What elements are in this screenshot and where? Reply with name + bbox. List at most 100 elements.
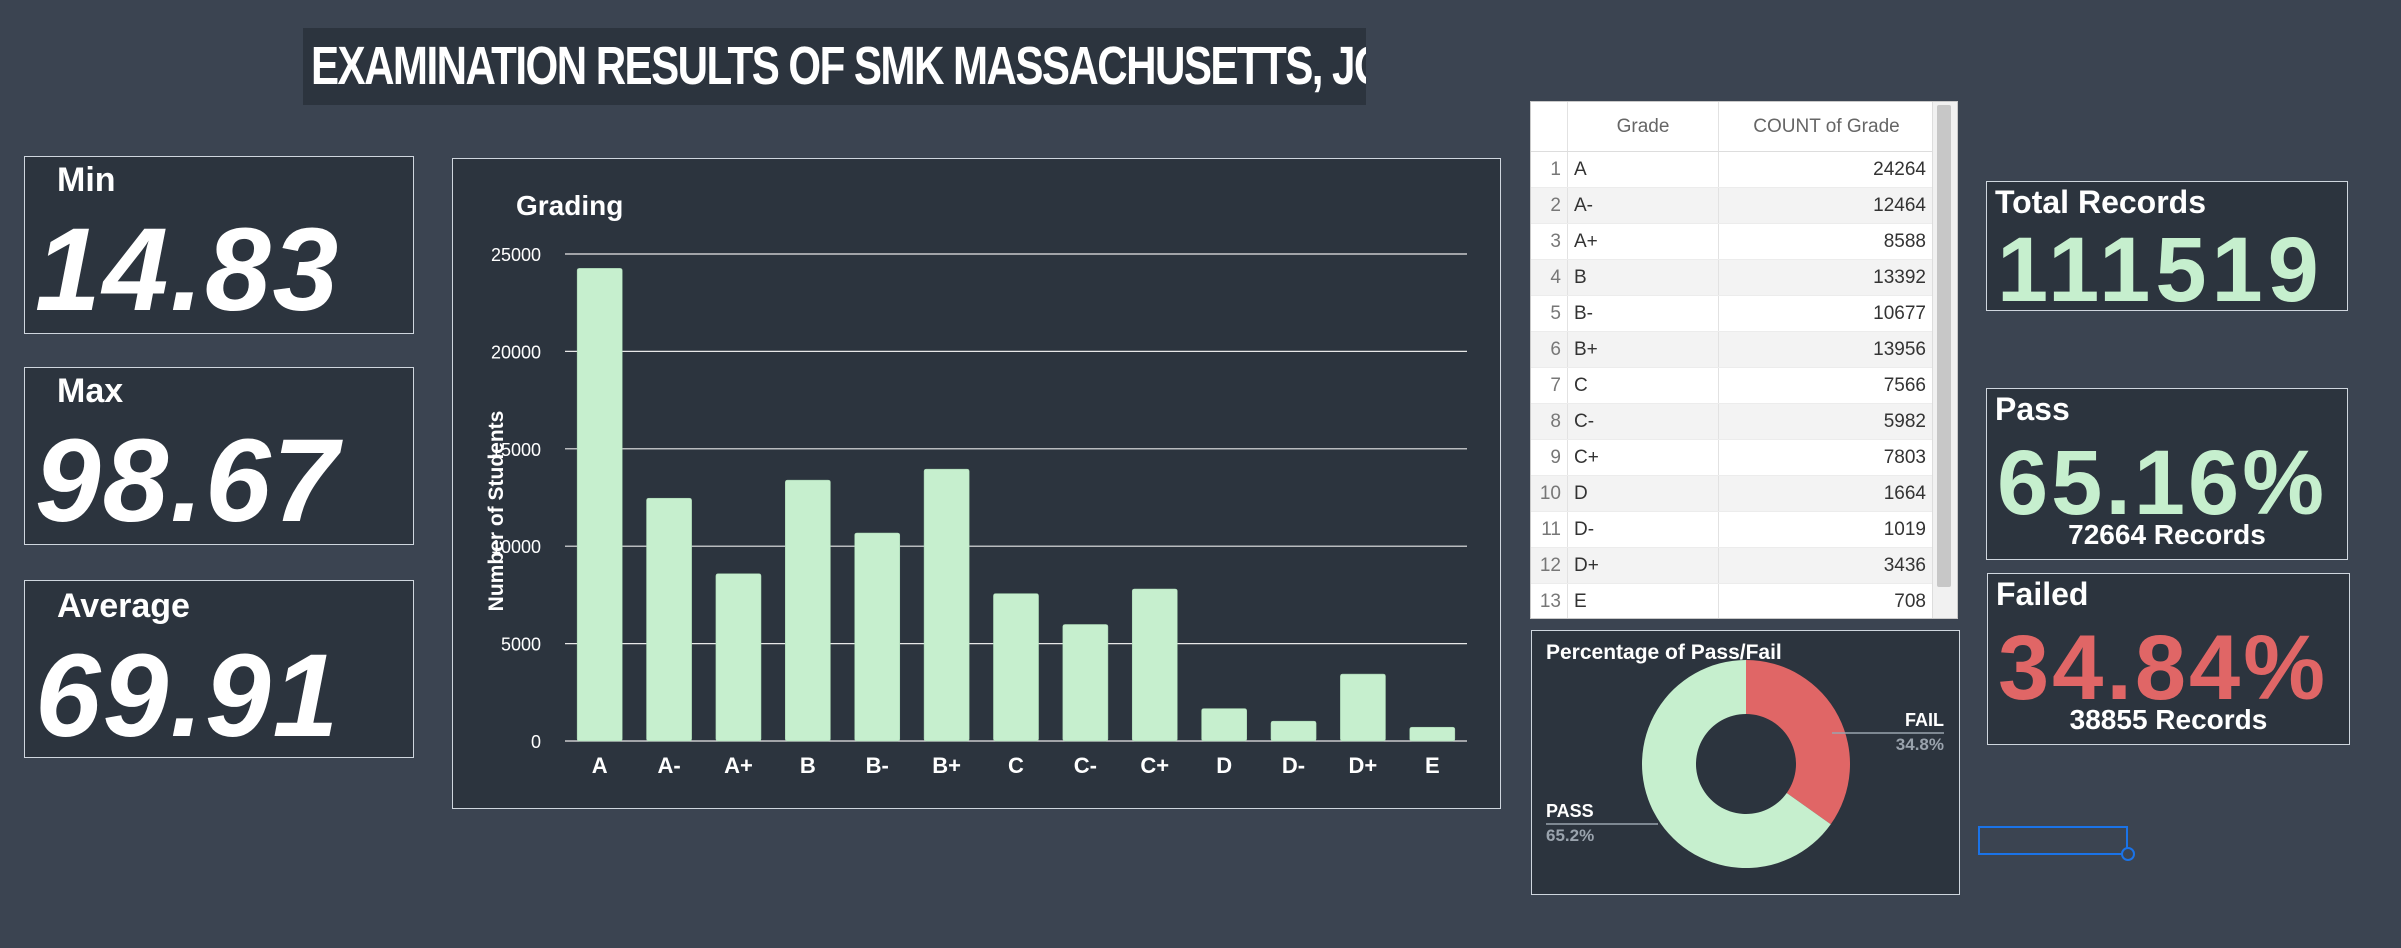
- grade-cell: D-: [1567, 511, 1719, 548]
- y-tick-label: 0: [531, 732, 541, 752]
- row-index: 12: [1531, 547, 1568, 584]
- bar-C[interactable]: [993, 593, 1039, 742]
- slice-fail[interactable]: [1746, 660, 1850, 825]
- count-cell: 708: [1718, 583, 1935, 618]
- grading-chart-panel[interactable]: Grading Number of Students 0 5000 10000 150…: [452, 158, 1501, 809]
- x-tick-label: A-: [657, 753, 680, 778]
- count-column-header[interactable]: COUNT of Grade: [1718, 102, 1935, 152]
- bar-E[interactable]: [1409, 726, 1456, 742]
- bar-C-[interactable]: [1062, 624, 1109, 742]
- count-cell: 1019: [1718, 511, 1935, 548]
- row-index: 3: [1531, 223, 1568, 260]
- bar-D-[interactable]: [1270, 720, 1317, 742]
- count-cell: 1664: [1718, 475, 1935, 512]
- row-index: 11: [1531, 511, 1568, 548]
- x-tick-label: C-: [1074, 753, 1097, 778]
- count-cell: 5982: [1718, 403, 1935, 440]
- grade-cell: C-: [1567, 403, 1719, 440]
- table-row[interactable]: 1 A 24264: [1531, 151, 1935, 188]
- y-tick-label: 15000: [491, 440, 541, 460]
- grading-bar-chart: Grading Number of Students 0 5000 10000 150…: [485, 190, 1467, 778]
- grade-cell: D: [1567, 475, 1719, 512]
- bar-B[interactable]: [785, 479, 831, 742]
- bar-D+[interactable]: [1340, 673, 1386, 742]
- fail-label: FAIL: [1905, 710, 1944, 730]
- grade-cell: C+: [1567, 439, 1719, 476]
- table-row[interactable]: 9 C+ 7803: [1531, 439, 1935, 476]
- grade-table: Grade COUNT of Grade 1 A 24264 2 A- 12464 3 A+ 8…: [1531, 102, 1935, 618]
- y-tick-label: 25000: [491, 245, 541, 265]
- table-row[interactable]: 10 D 1664: [1531, 475, 1935, 512]
- row-index: 4: [1531, 259, 1568, 296]
- table-row[interactable]: 7 C 7566: [1531, 367, 1935, 404]
- average-label: Average: [57, 587, 190, 625]
- selected-empty-element[interactable]: [1978, 826, 2128, 855]
- count-cell: 13956: [1718, 331, 1935, 368]
- table-row[interactable]: 6 B+ 13956: [1531, 331, 1935, 368]
- table-row[interactable]: 2 A- 12464: [1531, 187, 1935, 224]
- failed-card: Failed 34.84% 38855 Records: [1987, 573, 2350, 745]
- pass-label: PASS: [1546, 801, 1594, 821]
- donut-title: Percentage of Pass/Fail: [1546, 641, 1782, 664]
- x-tick-label: B+: [932, 753, 961, 778]
- count-cell: 7566: [1718, 367, 1935, 404]
- min-label: Min: [57, 161, 116, 199]
- bar-A-[interactable]: [646, 497, 692, 742]
- table-row[interactable]: 11 D- 1019: [1531, 511, 1935, 548]
- x-tick-label: C+: [1140, 753, 1169, 778]
- pass-fail-chart-panel[interactable]: Percentage of Pass/Fail FAIL 34.8% PASS 65.…: [1531, 630, 1960, 895]
- table-row[interactable]: 12 D+ 3436: [1531, 547, 1935, 584]
- row-index: 6: [1531, 331, 1568, 368]
- count-cell: 8588: [1718, 223, 1935, 260]
- row-index-header: [1531, 102, 1568, 152]
- row-index: 1: [1531, 151, 1568, 188]
- x-tick-label: D-: [1282, 753, 1305, 778]
- count-cell: 13392: [1718, 259, 1935, 296]
- total-records-value: 111519: [1997, 219, 2324, 321]
- slice-pass[interactable]: [1642, 660, 1831, 868]
- min-card: Min 14.83: [24, 156, 414, 334]
- table-row[interactable]: 3 A+ 8588: [1531, 223, 1935, 260]
- row-index: 7: [1531, 367, 1568, 404]
- x-tick-label: C: [1008, 753, 1024, 778]
- pass-card: Pass 65.16% 72664 Records: [1986, 388, 2348, 560]
- bar-B+[interactable]: [923, 468, 970, 742]
- fail-pct-label: 34.8%: [1896, 735, 1944, 754]
- bar-A[interactable]: [576, 268, 623, 742]
- table-scrollbar-thumb[interactable]: [1937, 105, 1951, 587]
- max-card: Max 98.67: [24, 367, 414, 545]
- grade-cell: B: [1567, 259, 1719, 296]
- resize-handle[interactable]: [2121, 847, 2135, 861]
- bar-C+[interactable]: [1131, 588, 1178, 742]
- table-row[interactable]: 4 B 13392: [1531, 259, 1935, 296]
- grade-cell: E: [1567, 583, 1719, 618]
- row-index: 2: [1531, 187, 1568, 224]
- grade-cell: A-: [1567, 187, 1719, 224]
- bar-A+[interactable]: [715, 573, 762, 742]
- row-index: 5: [1531, 295, 1568, 332]
- total-records-label: Total Records: [1995, 184, 2206, 220]
- bar-B-[interactable]: [854, 532, 901, 742]
- x-tick-label: B-: [866, 753, 889, 778]
- count-cell: 12464: [1718, 187, 1935, 224]
- x-tick-label: D+: [1349, 753, 1378, 778]
- y-tick-label: 10000: [491, 537, 541, 557]
- failed-records: 38855 Records: [2069, 704, 2268, 735]
- table-header-row: Grade COUNT of Grade: [1531, 102, 1935, 152]
- pass-pct-label: 65.2%: [1546, 826, 1594, 845]
- bar-D[interactable]: [1201, 708, 1247, 742]
- pass-value: 65.16%: [1997, 432, 2328, 534]
- y-tick-label: 5000: [501, 635, 541, 655]
- y-tick-label: 20000: [491, 342, 541, 362]
- min-value: 14.83: [35, 204, 341, 336]
- row-index: 10: [1531, 475, 1568, 512]
- table-row[interactable]: 8 C- 5982: [1531, 403, 1935, 440]
- grade-cell: B+: [1567, 331, 1719, 368]
- grade-column-header[interactable]: Grade: [1567, 102, 1719, 152]
- grade-count-table[interactable]: Grade COUNT of Grade 1 A 24264 2 A- 12464 3 A+ 8…: [1530, 101, 1958, 619]
- page-title: EXAMINATION RESULTS OF SMK MASSACHUSETTS…: [311, 36, 1366, 96]
- table-row[interactable]: 5 B- 10677: [1531, 295, 1935, 332]
- max-label: Max: [57, 372, 124, 410]
- table-row[interactable]: 13 E 708: [1531, 583, 1935, 618]
- total-records-card: Total Records 111519: [1986, 181, 2348, 316]
